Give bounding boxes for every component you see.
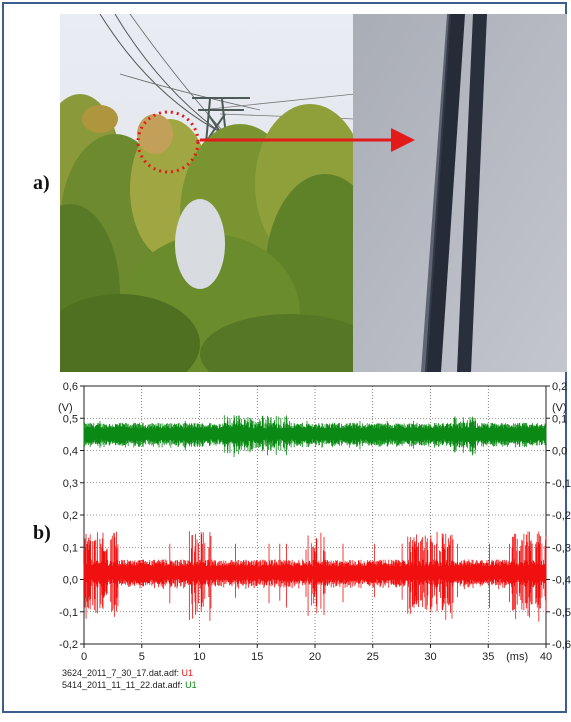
x-tick-label: 15 — [251, 651, 263, 663]
x-tick-label: 25 — [367, 651, 379, 663]
powerline-photo — [60, 14, 355, 372]
y-axis-label-left: (V) — [58, 402, 73, 414]
y-axis-label-right: (V) — [552, 402, 567, 414]
y-tick-label-left: 0,0 — [63, 575, 78, 587]
y-tick-label-left: 0,3 — [63, 478, 78, 490]
legend-entry-2: 5414_2011_11_11_22.dat.adf: U1 — [62, 680, 197, 690]
zoomed-conductor-image — [353, 14, 567, 372]
y-tick-label-right: 0,0 — [552, 446, 567, 458]
y-tick-label-left: 0,5 — [63, 413, 78, 425]
series-1-line — [83, 415, 547, 457]
y-tick-label-left: -0,1 — [59, 607, 78, 619]
x-tick-label: 35 — [482, 651, 494, 663]
y-tick-label-left: 0,6 — [63, 381, 78, 393]
x-axis-label: (ms) — [506, 651, 528, 663]
x-tick-label: 0 — [81, 651, 87, 663]
legend-file-1: 3624_2011_7_30_17.dat.adf: — [62, 668, 179, 678]
y-tick-label-right: -0,1 — [552, 478, 571, 490]
y-tick-label-left: 0,4 — [63, 446, 78, 458]
y-tick-label-right: -0,5 — [552, 607, 571, 619]
panel-label-b: b) — [33, 522, 51, 544]
legend-entry-1: 3624_2011_7_30_17.dat.adf: U1 — [62, 668, 193, 678]
y-tick-label-right: -0,3 — [552, 542, 571, 554]
legend-channel-1: U1 — [181, 668, 193, 678]
legend-file-2: 5414_2011_11_11_22.dat.adf: — [62, 680, 183, 690]
y-tick-label-left: 0,2 — [63, 510, 78, 522]
chart-svg: 0,6 0,5 0,4 0,3 0,2 0,1 0,0 -0,1 -0,2 0,2 0,1 0,0 -0… — [58, 381, 571, 663]
x-tick-label: 30 — [424, 651, 436, 663]
y-tick-label-left: -0,2 — [59, 639, 78, 651]
voltage-chart: 0,6 0,5 0,4 0,3 0,2 0,1 0,0 -0,1 -0,2 0,2 0,1 0,0 -0… — [0, 372, 571, 717]
panel-label-a: a) — [33, 172, 50, 194]
y-tick-label-right: 0,2 — [552, 381, 567, 393]
y-tick-label-right: -0,6 — [552, 639, 571, 651]
series-2-line — [83, 531, 547, 622]
y-tick-label-right: -0,2 — [552, 510, 571, 522]
x-tick-label: 20 — [309, 651, 321, 663]
zoomed-conductor-icon — [353, 14, 567, 372]
legend-channel-2: U1 — [185, 680, 197, 690]
x-tick-label: 40 — [540, 651, 552, 663]
y-tick-label-left: 0,1 — [63, 542, 78, 554]
y-tick-label-right: 0,1 — [552, 413, 567, 425]
powerline-photo-icon — [60, 14, 355, 372]
x-tick-label: 10 — [193, 651, 205, 663]
x-tick-label: 5 — [139, 651, 145, 663]
y-tick-label-right: -0,4 — [552, 575, 571, 587]
